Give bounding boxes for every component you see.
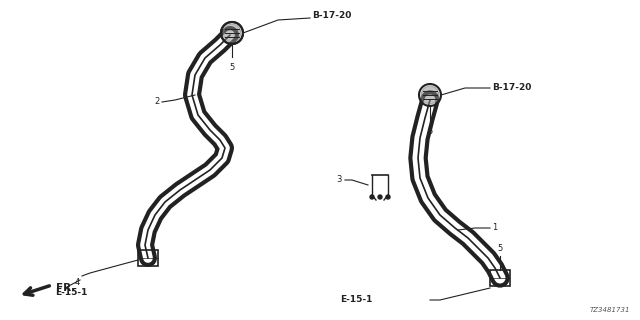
Text: 5: 5 <box>428 127 433 136</box>
Circle shape <box>370 195 374 199</box>
Text: TZ3481731: TZ3481731 <box>589 307 630 313</box>
Circle shape <box>223 24 241 42</box>
Text: FR.: FR. <box>56 283 76 293</box>
Circle shape <box>386 195 390 199</box>
Text: B-17-20: B-17-20 <box>312 12 351 20</box>
Text: E-15-1: E-15-1 <box>340 295 372 305</box>
Text: E-15-1: E-15-1 <box>55 288 88 297</box>
Text: 4: 4 <box>75 278 80 287</box>
Text: 1: 1 <box>492 223 497 233</box>
Text: 3: 3 <box>337 175 342 185</box>
Text: 2: 2 <box>155 98 160 107</box>
Text: 5: 5 <box>497 244 502 253</box>
Text: B-17-20: B-17-20 <box>492 84 531 92</box>
Circle shape <box>421 86 439 104</box>
Circle shape <box>378 195 382 199</box>
Text: 5: 5 <box>229 63 235 72</box>
